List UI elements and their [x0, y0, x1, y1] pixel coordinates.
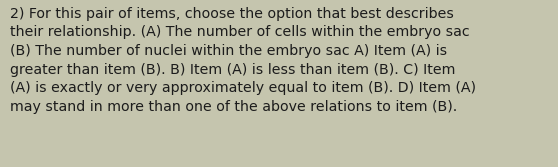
Text: 2) For this pair of items, choose the option that best describes
their relations: 2) For this pair of items, choose the op… — [10, 7, 476, 114]
